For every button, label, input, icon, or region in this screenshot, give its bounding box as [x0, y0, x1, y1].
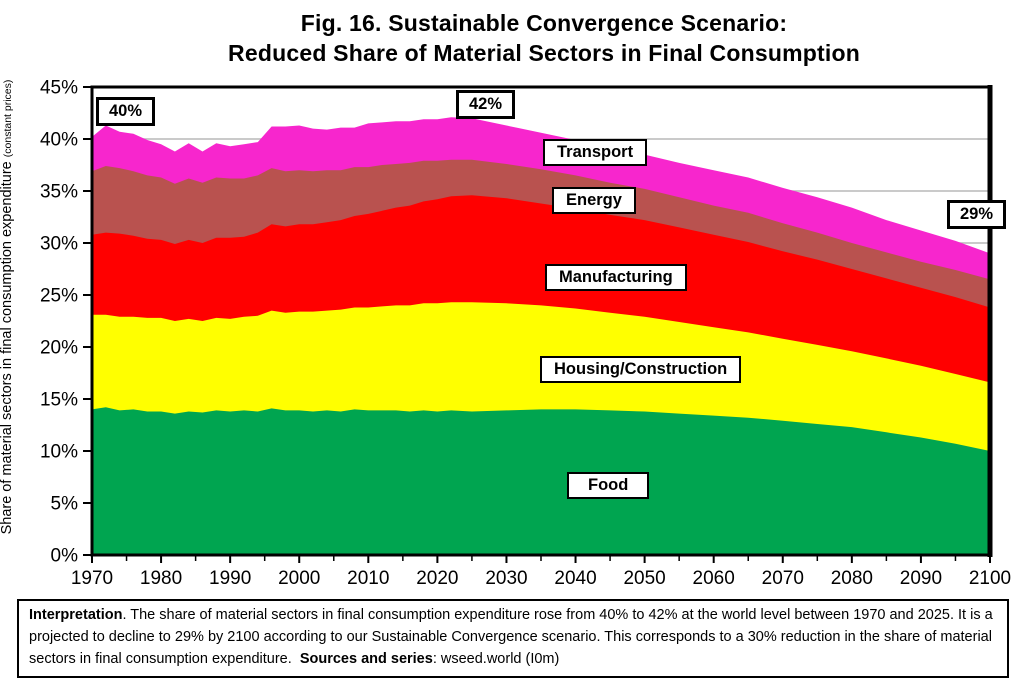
x-tick-label-1990: 1990 — [209, 568, 251, 589]
chart-title: Fig. 16. Sustainable Convergence Scenari… — [64, 8, 1024, 68]
annotation-1970-total: 40% — [96, 97, 156, 126]
x-tick-label-2030: 2030 — [485, 568, 527, 589]
x-tick-label-2060: 2060 — [693, 568, 735, 589]
sources-text: : wseed.world (I0m) — [432, 650, 560, 667]
x-tick-label-2100: 2100 — [969, 568, 1011, 589]
y-tick-label-0pct: 0% — [51, 546, 79, 567]
y-tick-label-10pct: 10% — [40, 442, 78, 463]
x-tick-label-2040: 2040 — [554, 568, 596, 589]
chart-title-line1: Fig. 16. Sustainable Convergence Scenari… — [300, 10, 788, 36]
sources-label: Sources and series — [299, 650, 433, 667]
interpretation-box: Interpretation. The share of material se… — [17, 599, 1009, 679]
x-tick-label-2080: 2080 — [831, 568, 873, 589]
series-label-energy: Energy — [552, 187, 636, 214]
annotation-2025-total: 42% — [456, 90, 516, 119]
area-food — [92, 407, 990, 555]
series-label-housing-construction: Housing/Construction — [540, 356, 742, 383]
x-tick-label-2050: 2050 — [623, 568, 665, 589]
series-label-manufacturing: Manufacturing — [545, 264, 687, 291]
interpretation-label: Interpretation — [29, 607, 123, 623]
x-tick-label-2000: 2000 — [278, 568, 320, 589]
x-tick-label-1970: 1970 — [71, 568, 113, 589]
x-tick-label-2020: 2020 — [416, 568, 458, 589]
y-tick-label-45pct: 45% — [40, 78, 78, 99]
annotation-2100-total: 29% — [947, 200, 1007, 229]
series-label-food: Food — [567, 472, 650, 499]
y-tick-label-20pct: 20% — [40, 338, 78, 359]
x-tick-label-2010: 2010 — [347, 568, 389, 589]
x-tick-label-2090: 2090 — [900, 568, 942, 589]
stacked-area-chart: 1970 1980 1990 2000 2010 2020 2030 2040 2050 2060… — [40, 78, 1011, 590]
y-tick-label-15pct: 15% — [40, 390, 78, 411]
y-tick-label-30pct: 30% — [40, 234, 78, 255]
y-tick-label-25pct: 25% — [40, 286, 78, 307]
x-tick-label-2070: 2070 — [762, 568, 804, 589]
y-tick-label-40pct: 40% — [40, 130, 78, 151]
series-label-transport: Transport — [543, 139, 648, 166]
chart-title-line2: Reduced Share of Material Sectors in Fin… — [228, 40, 860, 66]
interpretation-text: . The share of material sectors in final… — [29, 607, 993, 667]
y-tick-label-35pct: 35% — [40, 182, 78, 203]
y-tick-label-5pct: 5% — [51, 494, 79, 515]
x-tick-label-1980: 1980 — [140, 568, 182, 589]
